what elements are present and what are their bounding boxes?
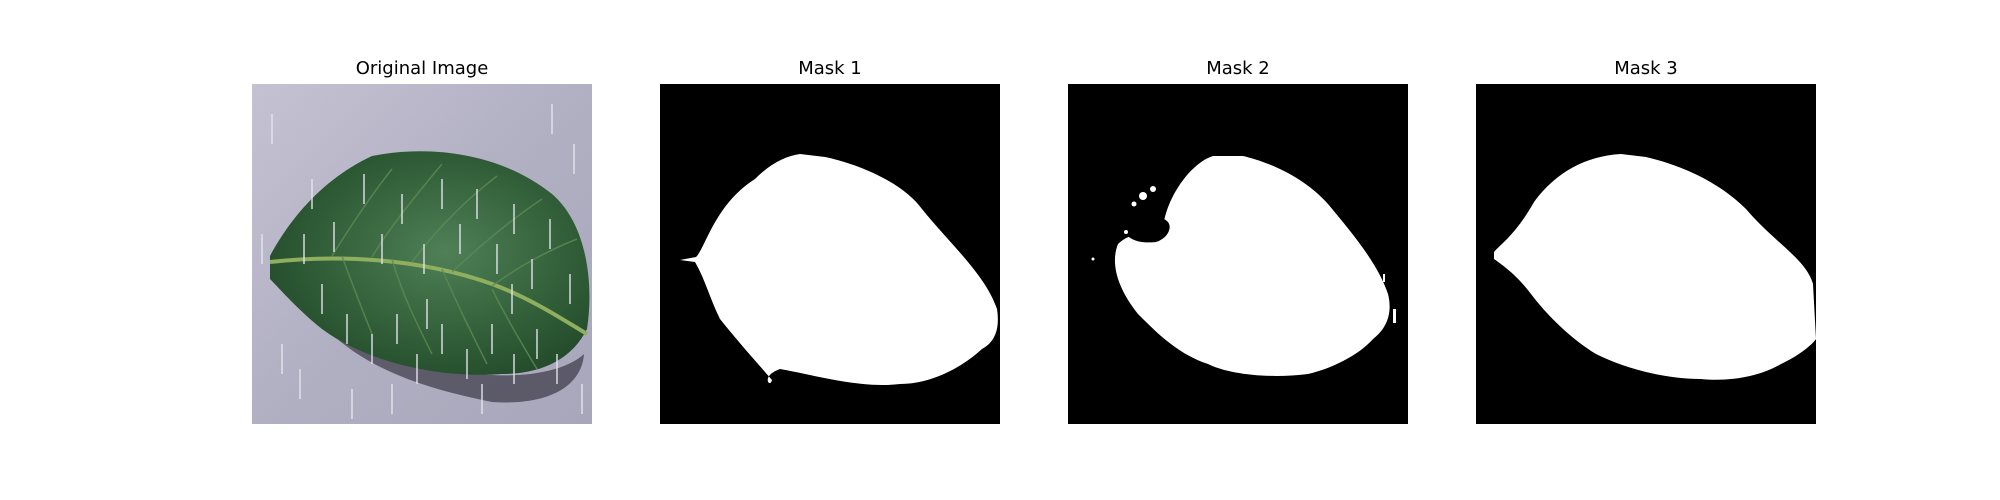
panel-title-mask-2: Mask 2 <box>1206 58 1270 79</box>
leaf-icon <box>270 151 590 375</box>
panel-title-mask-1: Mask 1 <box>798 58 862 79</box>
mask-1-region <box>680 154 998 386</box>
leaf-photo <box>252 84 592 424</box>
panel-original: Original Image <box>252 0 592 500</box>
panel-title-mask-3: Mask 3 <box>1614 58 1678 79</box>
panel-mask-2: Mask 2 <box>1068 0 1408 500</box>
mask-2-region <box>1114 156 1390 376</box>
panel-title-original: Original Image <box>355 58 489 79</box>
mask-3-image <box>1476 84 1816 424</box>
mask-3-region <box>1494 154 1816 380</box>
mask-1-image <box>660 84 1000 424</box>
mask-2-image <box>1068 84 1408 424</box>
panel-mask-3: Mask 3 <box>1476 0 1816 500</box>
panel-mask-1: Mask 1 <box>660 0 1000 500</box>
original-image <box>252 84 592 424</box>
